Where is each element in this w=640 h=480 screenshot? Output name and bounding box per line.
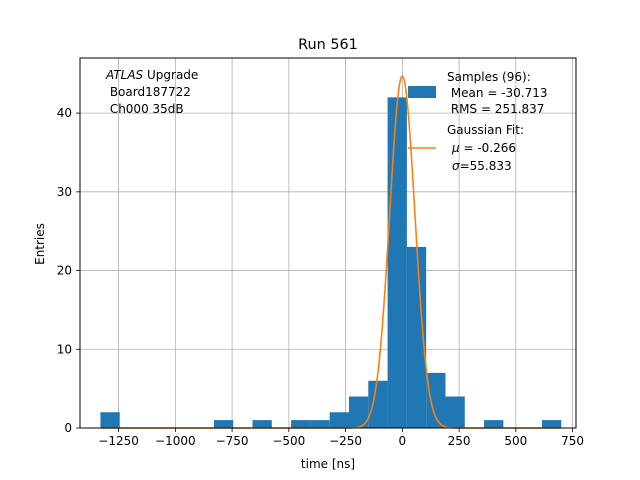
histogram-bar-11 <box>445 396 465 428</box>
legend-sigma-value: =55.833 <box>460 159 512 173</box>
histogram-bar-5 <box>329 412 349 428</box>
histogram-bar-2 <box>252 420 272 428</box>
x-tick-label-1: −1000 <box>155 434 196 448</box>
x-tick-label-0: −1250 <box>98 434 139 448</box>
x-axis-ticks: −1250 −1000 −750 −500 −250 0 250 500 750 <box>98 428 584 448</box>
y-tick-label-2: 20 <box>57 264 72 278</box>
y-tick-label-1: 10 <box>57 342 72 356</box>
histogram-bar-8 <box>387 97 407 429</box>
legend-fit-mu: μ = -0.266 <box>451 141 516 155</box>
y-tick-label-3: 30 <box>57 185 72 199</box>
histogram-bar-9 <box>406 246 427 428</box>
legend-mu-symbol: μ <box>451 141 460 155</box>
legend: Samples (96): Mean = -30.713 RMS = 251.8… <box>408 70 548 173</box>
legend-samples-rms: RMS = 251.837 <box>447 102 544 116</box>
legend-samples-swatch <box>408 86 436 98</box>
annotation-line-1: ATLAS Upgrade <box>105 68 198 82</box>
x-tick-label-3: −500 <box>272 434 305 448</box>
y-axis-ticks: 0 10 20 30 40 <box>57 106 80 435</box>
histogram-bar-7 <box>368 380 388 428</box>
chart-title: Run 561 <box>298 37 358 53</box>
x-tick-label-4: −250 <box>329 434 362 448</box>
histogram-bar-3 <box>291 420 311 428</box>
y-axis-label: Entries <box>33 223 47 265</box>
legend-sigma-symbol: σ <box>452 159 460 173</box>
legend-samples-mean: Mean = -30.713 <box>447 86 548 100</box>
y-tick-label-4: 40 <box>57 106 72 120</box>
legend-fit-sigma: σ=55.833 <box>452 159 512 173</box>
x-axis-label: time [ns] <box>301 457 355 471</box>
histogram-bars <box>100 97 562 429</box>
annotation-upgrade: Upgrade <box>143 68 198 82</box>
histogram-bar-4 <box>310 420 330 428</box>
legend-samples-title: Samples (96): <box>447 70 531 84</box>
legend-fit-title: Gaussian Fit: <box>447 123 524 137</box>
x-tick-label-5: 0 <box>399 434 407 448</box>
histogram-bar-13 <box>541 420 562 428</box>
x-tick-label-2: −750 <box>216 434 249 448</box>
annotation-atlas: ATLAS <box>105 68 144 82</box>
histogram-bar-12 <box>484 420 504 428</box>
annotation-line-2: Board187722 <box>106 85 191 99</box>
histogram-bar-10 <box>426 372 446 428</box>
histogram-bar-0 <box>100 412 120 428</box>
y-tick-label-0: 0 <box>64 421 72 435</box>
histogram-bar-1 <box>213 420 234 428</box>
plot-frame <box>79 57 577 429</box>
x-tick-label-7: 500 <box>504 434 527 448</box>
plot-annotation: ATLAS Upgrade Board187722 Ch000 35dB <box>105 68 198 116</box>
annotation-line-3: Ch000 35dB <box>106 102 184 116</box>
x-tick-label-8: 750 <box>561 434 584 448</box>
histogram-bar-6 <box>348 396 369 428</box>
x-tick-label-6: 250 <box>448 434 471 448</box>
legend-mu-value: = -0.266 <box>460 141 516 155</box>
